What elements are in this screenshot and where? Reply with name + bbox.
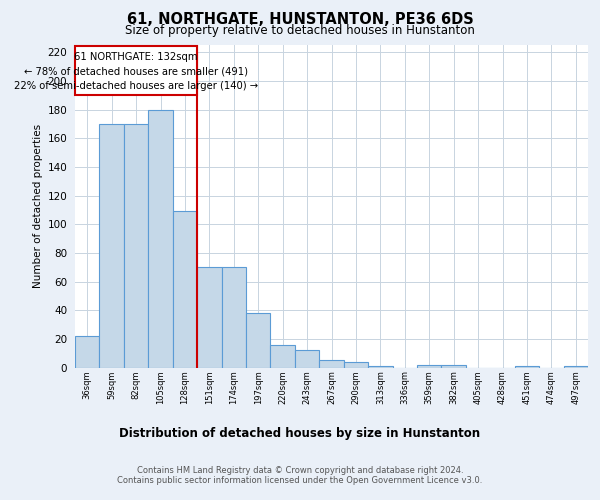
Text: Contains HM Land Registry data © Crown copyright and database right 2024.: Contains HM Land Registry data © Crown c…	[137, 466, 463, 475]
Bar	[75, 46, 197, 95]
Bar	[563, 366, 588, 368]
Bar	[271, 344, 295, 368]
Bar	[75, 336, 100, 368]
Bar	[148, 110, 173, 368]
Bar	[246, 313, 271, 368]
Bar	[100, 124, 124, 368]
Bar	[221, 267, 246, 368]
Text: Size of property relative to detached houses in Hunstanton: Size of property relative to detached ho…	[125, 24, 475, 37]
Bar	[515, 366, 539, 368]
Bar	[319, 360, 344, 368]
Bar	[197, 267, 221, 368]
Text: ← 78% of detached houses are smaller (491): ← 78% of detached houses are smaller (49…	[24, 66, 248, 76]
Bar	[417, 364, 442, 368]
Bar	[344, 362, 368, 368]
Bar	[295, 350, 319, 368]
Text: 61 NORTHGATE: 132sqm: 61 NORTHGATE: 132sqm	[74, 52, 198, 62]
Bar	[173, 212, 197, 368]
Bar	[368, 366, 392, 368]
Text: Distribution of detached houses by size in Hunstanton: Distribution of detached houses by size …	[119, 428, 481, 440]
Text: Contains public sector information licensed under the Open Government Licence v3: Contains public sector information licen…	[118, 476, 482, 485]
Text: 61, NORTHGATE, HUNSTANTON, PE36 6DS: 61, NORTHGATE, HUNSTANTON, PE36 6DS	[127, 12, 473, 28]
Bar	[442, 364, 466, 368]
Text: 22% of semi-detached houses are larger (140) →: 22% of semi-detached houses are larger (…	[14, 81, 258, 91]
Bar	[124, 124, 148, 368]
Y-axis label: Number of detached properties: Number of detached properties	[34, 124, 43, 288]
